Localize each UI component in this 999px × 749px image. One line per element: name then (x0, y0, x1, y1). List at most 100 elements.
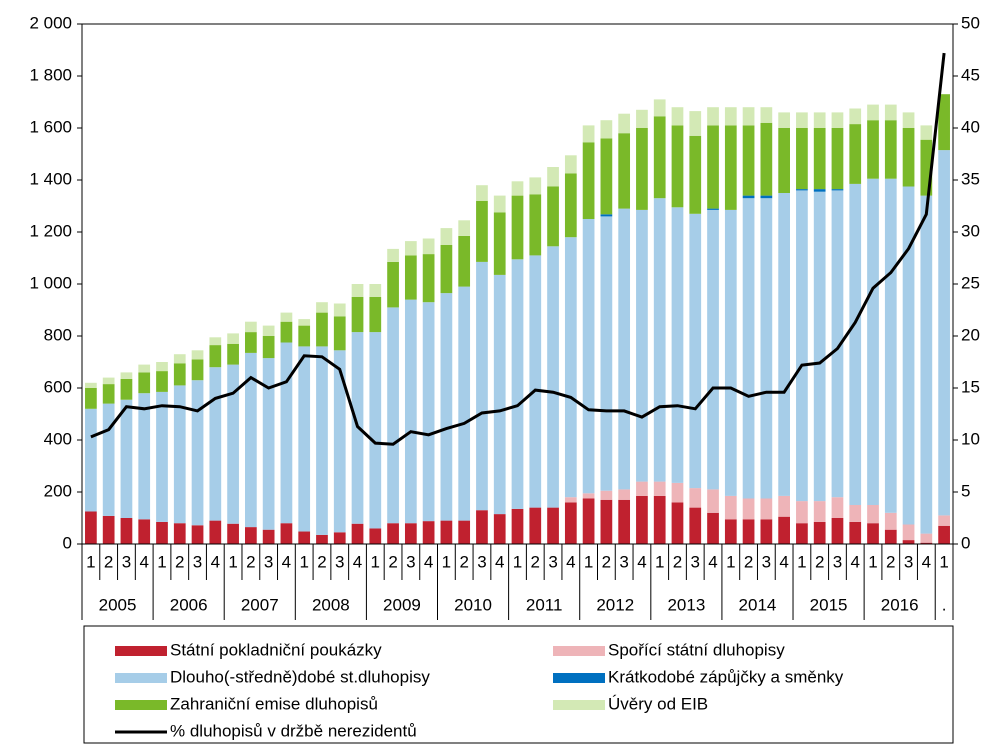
y-tick-label: 1 400 (29, 169, 72, 188)
bar-segment (547, 167, 559, 187)
x-tick-label: 2 (744, 552, 753, 571)
bar-segment (173, 523, 186, 544)
bar-segment (831, 497, 844, 518)
x-tick-label: 3 (335, 552, 344, 571)
bar-segment (849, 183, 862, 505)
x-tick-label: 3 (548, 552, 557, 571)
bar-segment (778, 495, 790, 517)
bar-segment (724, 519, 737, 544)
x-tick-label: 1 (299, 552, 308, 571)
bar-segment (902, 112, 915, 128)
bar-segment (813, 501, 826, 522)
bar-segment (138, 364, 151, 373)
bar-segment (511, 259, 524, 509)
x-tick-label: 3 (762, 552, 771, 571)
bar-segment (849, 521, 862, 544)
x-tick-label: 2 (815, 552, 824, 571)
x-tick-label: 1 (655, 552, 664, 571)
bar-segment (920, 542, 933, 544)
bar-segment (245, 332, 257, 353)
bar-segment (600, 499, 613, 544)
bar-segment (742, 195, 755, 199)
bar-segment (938, 525, 950, 544)
bar-segment (316, 346, 328, 535)
bar-segment (493, 195, 506, 213)
legend-label: Spořící státní dluhopisy (608, 640, 785, 659)
bar-segment (316, 302, 328, 313)
bar-segment (582, 498, 595, 544)
x-tick-label: 4 (851, 552, 860, 571)
bar-segment (796, 523, 808, 544)
bar-segment (600, 120, 613, 139)
bar-segment (209, 520, 222, 544)
bar-segment (351, 523, 364, 544)
bar-segment (618, 208, 631, 490)
bar-segment (778, 128, 790, 193)
bar-segment (511, 508, 524, 544)
x-tick-label: 4 (708, 552, 717, 571)
bar-segment (369, 528, 382, 544)
bar-segment (884, 512, 897, 530)
x-tick-label: 1 (868, 552, 877, 571)
legend-box (83, 625, 954, 744)
x-tick-label: 3 (691, 552, 700, 571)
bar-segment (707, 107, 719, 126)
legend-label: Úvěry od EIB (608, 694, 708, 713)
bar-segment (333, 303, 346, 317)
bar-segment (849, 124, 862, 184)
bar-segment (511, 195, 524, 260)
bar-segment (476, 200, 488, 262)
x-tick-label: 2 (602, 552, 611, 571)
bar-segment (191, 525, 204, 544)
bar-segment (102, 384, 115, 404)
bar-segment (582, 142, 595, 219)
bar-segment (760, 107, 773, 123)
bar-segment (493, 212, 506, 275)
year-label: 2016 (881, 595, 919, 614)
bar-segment (369, 284, 382, 297)
bar-segment (724, 495, 737, 520)
bar-segment (618, 499, 631, 544)
bar-segment (351, 297, 364, 333)
year-label: 2013 (667, 595, 705, 614)
year-label: 2006 (170, 595, 208, 614)
bar-segment (867, 523, 879, 544)
bar-segment (813, 128, 826, 190)
bar-segment (529, 507, 542, 544)
bar-segment (902, 128, 915, 187)
bar-segment (404, 255, 417, 300)
bar-segment (600, 216, 613, 491)
bar-segment (191, 359, 204, 381)
bar-segment (813, 521, 826, 544)
bar-segment (831, 518, 844, 544)
bar-segment (298, 346, 311, 532)
bar-segment (707, 512, 719, 544)
bar-segment (867, 104, 879, 121)
y2-tick-label: 50 (961, 13, 980, 32)
bar-segment (600, 490, 613, 500)
bar-segment (369, 297, 382, 333)
bar-segment (298, 325, 311, 347)
y2-tick-label: 0 (961, 533, 970, 552)
bar-segment (849, 108, 862, 125)
bar-segment (742, 125, 755, 196)
x-tick-label: 3 (406, 552, 415, 571)
bar-segment (564, 173, 577, 238)
year-label: 2008 (312, 595, 350, 614)
bar-segment (529, 255, 542, 508)
y2-tick-label: 35 (961, 169, 980, 188)
bar-segment (440, 245, 453, 294)
legend-swatch (115, 673, 167, 683)
year-label: 2012 (596, 595, 634, 614)
bar-segment (369, 332, 382, 529)
bar-segment (245, 527, 257, 544)
bar-segment (600, 214, 613, 217)
bar-segment (796, 128, 808, 190)
x-tick-label: 4 (424, 552, 433, 571)
y-tick-label: 1 000 (29, 273, 72, 292)
bar-segment (209, 367, 222, 521)
bar-segment (653, 198, 666, 482)
year-label: 2009 (383, 595, 421, 614)
bar-segment (707, 489, 719, 513)
bar-segment (778, 516, 790, 544)
